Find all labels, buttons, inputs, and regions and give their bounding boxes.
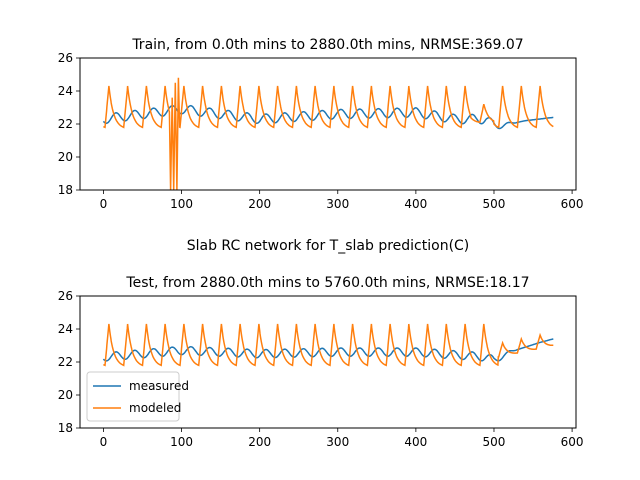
train-modeled-line bbox=[103, 77, 554, 190]
test-ytick-label: 20 bbox=[58, 388, 73, 402]
test-ytick-label: 26 bbox=[58, 289, 73, 303]
train-xtick-label: 600 bbox=[561, 197, 584, 211]
train-xtick-label: 400 bbox=[404, 197, 427, 211]
train-subplot: Train, from 0.0th mins to 2880.0th mins,… bbox=[58, 37, 584, 211]
train-xtick-label: 300 bbox=[326, 197, 349, 211]
test-plot-area bbox=[102, 323, 554, 367]
train-xtick-label: 200 bbox=[248, 197, 271, 211]
train-xtick-label: 500 bbox=[483, 197, 506, 211]
test-modeled-line bbox=[103, 323, 554, 367]
train-plot-area bbox=[102, 77, 554, 190]
figure-suptitle: Slab RC network for T_slab prediction(C) bbox=[187, 238, 470, 254]
test-xtick-label: 500 bbox=[483, 435, 506, 449]
legend: measured modeled bbox=[86, 371, 189, 422]
train-xtick-label: 0 bbox=[100, 197, 108, 211]
train-ytick-label: 24 bbox=[58, 84, 73, 98]
test-xtick-label: 0 bbox=[100, 435, 108, 449]
test-ytick-label: 18 bbox=[58, 421, 73, 435]
test-xtick-label: 400 bbox=[404, 435, 427, 449]
test-ticks: 0 100 200 300 400 500 600 18 20 22 24 26 bbox=[58, 289, 584, 449]
test-subplot: Test, from 2880.0th mins to 5760.0th min… bbox=[58, 275, 584, 449]
test-xtick-label: 300 bbox=[326, 435, 349, 449]
train-ytick-label: 20 bbox=[58, 150, 73, 164]
train-ytick-label: 18 bbox=[58, 183, 73, 197]
train-ytick-label: 22 bbox=[58, 117, 73, 131]
legend-modeled-label: modeled bbox=[129, 401, 181, 415]
test-ytick-label: 24 bbox=[58, 322, 73, 336]
test-xtick-label: 100 bbox=[170, 435, 193, 449]
legend-measured-label: measured bbox=[129, 379, 189, 393]
test-subplot-title: Test, from 2880.0th mins to 5760.0th min… bbox=[125, 275, 529, 291]
test-xtick-label: 600 bbox=[561, 435, 584, 449]
train-subplot-title: Train, from 0.0th mins to 2880.0th mins,… bbox=[131, 37, 523, 53]
test-ytick-label: 22 bbox=[58, 355, 73, 369]
test-xtick-label: 200 bbox=[248, 435, 271, 449]
train-xtick-label: 100 bbox=[170, 197, 193, 211]
train-ticks: 0 100 200 300 400 500 600 18 20 22 24 26 bbox=[58, 51, 584, 211]
train-ytick-label: 26 bbox=[58, 51, 73, 65]
test-measured-line bbox=[102, 338, 554, 362]
